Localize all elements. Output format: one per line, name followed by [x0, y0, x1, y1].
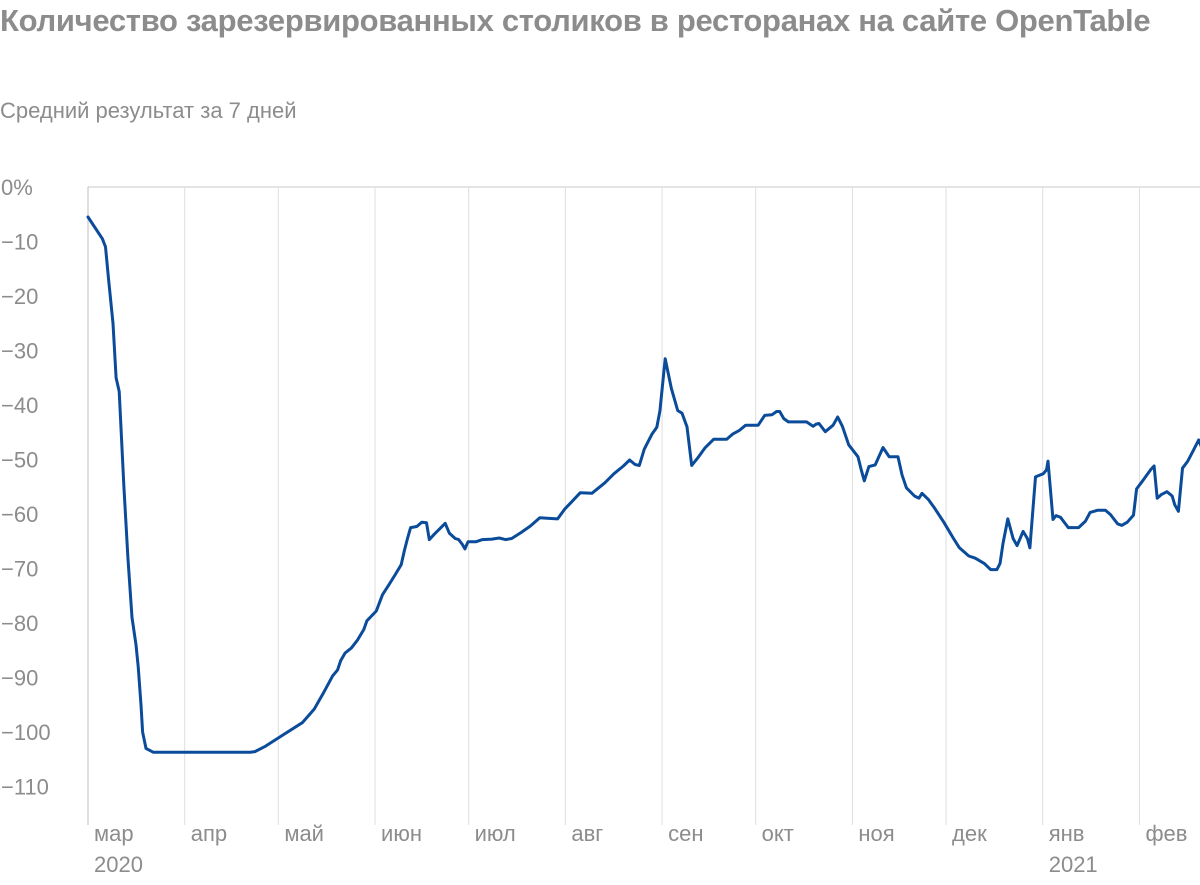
x-tick-label: мар [94, 821, 134, 846]
series-layer [86, 215, 1200, 754]
series-line-0 [86, 215, 1200, 754]
year-label: 2021 [1049, 852, 1098, 877]
year-label: 2020 [94, 852, 143, 877]
y-tick-label: −60 [1, 502, 38, 527]
x-tick-label: дек [952, 821, 987, 846]
x-tick-label: ноя [858, 821, 894, 846]
y-tick-label: −90 [1, 666, 38, 691]
x-tick-label: июл [475, 821, 516, 846]
y-tick-label: −110 [1, 775, 49, 800]
x-tick-label: янв [1049, 821, 1085, 846]
y-tick-label: 0% [1, 175, 33, 200]
y-tick-label: −100 [1, 720, 51, 745]
x-tick-label: сен [668, 821, 703, 846]
x-tick-label: авг [571, 821, 603, 846]
x-tick-label: фев [1145, 821, 1187, 846]
y-tick-label: −50 [1, 448, 38, 473]
chart-subtitle: Средний результат за 7 дней [0, 98, 297, 123]
y-tick-label: −10 [1, 230, 38, 255]
grid-lines [87, 186, 1200, 825]
y-tick-label: −30 [1, 339, 38, 364]
x-tick-label: апр [191, 821, 227, 846]
x-axis: мар апр май июн июл авг сен окт ноя дек янв фев 2020… [94, 821, 1187, 877]
x-tick-label: май [284, 821, 324, 846]
y-tick-label: −70 [1, 557, 38, 582]
x-tick-label: июн [381, 821, 422, 846]
x-tick-label: окт [762, 821, 794, 846]
y-tick-label: −20 [1, 284, 38, 309]
y-tick-label: −80 [1, 611, 38, 636]
y-axis: 0% −10 −20 −30 −40 −50 −60 −70 −80 −90 −100 −110 [1, 175, 51, 800]
y-tick-label: −40 [1, 393, 38, 418]
chart-title: Количество зарезервированных столиков в … [0, 3, 1151, 38]
